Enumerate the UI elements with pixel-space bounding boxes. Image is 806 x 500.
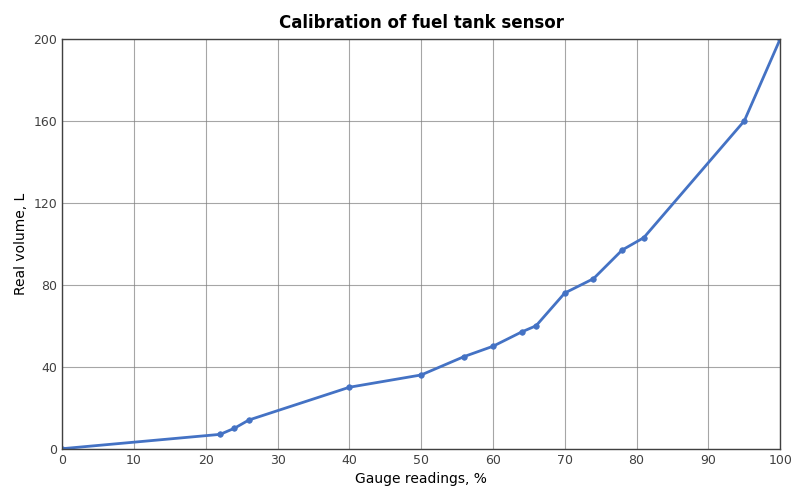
Title: Calibration of fuel tank sensor: Calibration of fuel tank sensor xyxy=(279,14,563,32)
Y-axis label: Real volume, L: Real volume, L xyxy=(14,192,28,295)
X-axis label: Gauge readings, %: Gauge readings, % xyxy=(355,472,487,486)
